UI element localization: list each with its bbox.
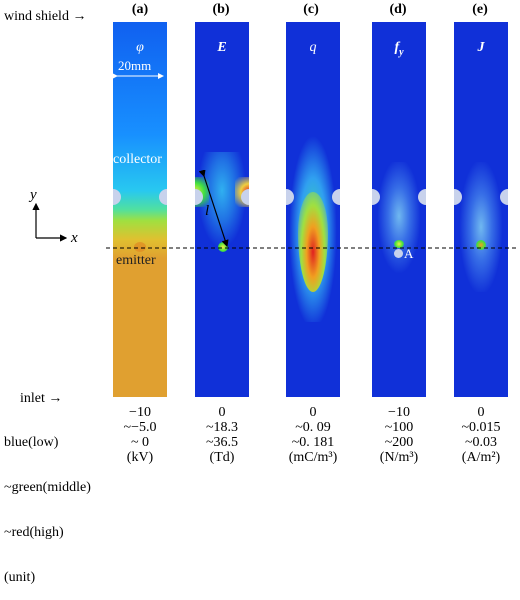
color-legend: blue(low) ~green(middle) ~red(high) (uni…	[4, 405, 91, 600]
col-b-high: ~36.5	[205, 435, 239, 450]
col-d-mid: ~100	[384, 420, 414, 435]
values-col-c: 0 ~0. 09 ~0. 181 (mC/m³)	[278, 405, 348, 465]
symbol-phi: φ	[136, 40, 144, 55]
current-hotspot	[476, 240, 486, 250]
symbol-q: q	[309, 40, 317, 55]
symbol-fy: fy	[394, 40, 404, 58]
panel-a-potential	[113, 22, 167, 397]
collector-disc-right	[241, 189, 249, 205]
col-c-high: ~0. 181	[291, 435, 335, 450]
col-d-low: −10	[388, 405, 410, 420]
legend-red: ~red(high)	[4, 525, 64, 540]
panel-c-charge	[286, 22, 340, 397]
legend-unit: (unit)	[4, 570, 36, 585]
values-col-d: −10 ~100 ~200 (N/m³)	[364, 405, 434, 465]
collector-disc-right	[418, 189, 426, 205]
col-d-high: ~200	[384, 435, 414, 450]
axis-y-label: y	[30, 187, 37, 203]
emitter-marker	[134, 242, 146, 252]
values-col-e: 0 ~0.015 ~0.03 (A/m²)	[446, 405, 516, 465]
col-c-unit: (mC/m³)	[288, 450, 338, 465]
force-glow	[372, 162, 426, 282]
col-b-unit: (Td)	[209, 450, 235, 465]
emitter-label: emitter	[116, 253, 156, 268]
axis-x-label: x	[71, 230, 78, 246]
collector-disc-right	[500, 189, 508, 205]
point-a-marker	[394, 249, 403, 258]
wind-shield-label: wind shield →	[4, 9, 87, 24]
dimension-arrow	[113, 73, 164, 79]
axis-indicator	[32, 202, 68, 242]
col-e-high: ~0.03	[464, 435, 498, 450]
values-col-b: 0 ~18.3 ~36.5 (Td)	[187, 405, 257, 465]
col-b-mid: ~18.3	[205, 420, 239, 435]
distance-label: l	[205, 203, 210, 219]
legend-blue: blue(low)	[4, 435, 59, 450]
col-e-low: 0	[477, 405, 485, 420]
collector-disc-left	[113, 189, 121, 205]
panel-tag-e: (e)	[472, 2, 488, 17]
panel-tag-b: (b)	[212, 2, 230, 17]
dimension-label: 20mm	[118, 58, 152, 73]
charge-plume	[298, 192, 328, 292]
col-a-low: −10	[129, 405, 151, 420]
col-d-unit: (N/m³)	[379, 450, 419, 465]
panel-e-current	[454, 22, 508, 397]
col-a-mid: ~−5.0	[123, 420, 157, 435]
inlet-label: inlet →	[20, 391, 63, 406]
point-a-label: A	[404, 246, 414, 261]
symbol-j: J	[477, 40, 485, 55]
col-e-mid: ~0.015	[461, 420, 501, 435]
collector-disc-left	[286, 189, 294, 205]
force-hotspot	[394, 240, 404, 248]
collector-disc-left	[372, 189, 380, 205]
distance-arrow	[198, 170, 229, 248]
col-a-high: ~ 0	[130, 435, 150, 450]
panel-tag-d: (d)	[389, 2, 407, 17]
collector-label: collector	[113, 152, 162, 167]
col-c-mid: ~0. 09	[295, 420, 331, 435]
panel-d-force: A	[372, 22, 426, 397]
current-glow	[454, 162, 508, 292]
legend-green: ~green(middle)	[4, 480, 91, 495]
panel-tag-c: (c)	[303, 2, 319, 17]
collector-disc-right	[332, 189, 340, 205]
symbol-e: E	[217, 40, 227, 55]
values-col-a: −10 ~−5.0 ~ 0 (kV)	[105, 405, 175, 465]
collector-disc-left	[454, 189, 462, 205]
emitter-baseline	[106, 247, 516, 249]
col-c-low: 0	[309, 405, 317, 420]
collector-disc-right	[159, 189, 167, 205]
panel-tag-a: (a)	[131, 2, 149, 17]
col-e-unit: (A/m²)	[461, 450, 501, 465]
col-b-low: 0	[218, 405, 226, 420]
col-a-unit: (kV)	[126, 450, 154, 465]
